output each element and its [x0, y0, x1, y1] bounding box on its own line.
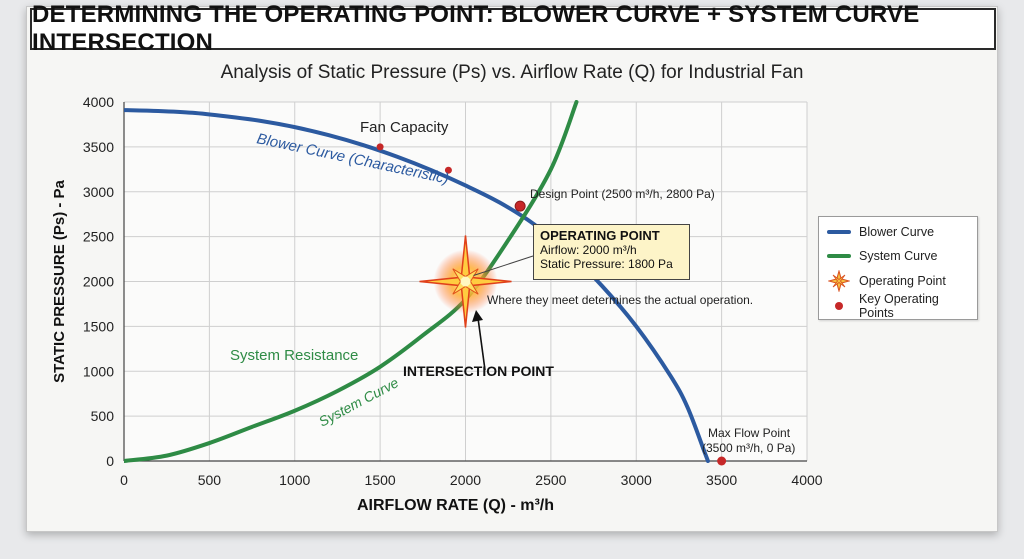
- chart-subtitle: Analysis of Static Pressure (Ps) vs. Air…: [220, 62, 804, 83]
- intersection-arrowhead: [472, 310, 483, 322]
- x-tick-label: 4000: [791, 472, 822, 488]
- system-curve-line: [124, 100, 579, 463]
- callout-pointer: [473, 255, 534, 276]
- fan-capacity-label: Fan Capacity: [360, 119, 449, 136]
- design-point-label: Design Point (2500 m³/h, 2800 Pa): [530, 187, 715, 201]
- dot-icon: [834, 302, 843, 310]
- x-tick-label: 2000: [450, 472, 481, 488]
- x-axis-label: AIRFLOW RATE (Q) - m³/h: [357, 497, 554, 514]
- y-axis-label: STATIC PRESSURE (Ps) - Pa: [51, 179, 68, 382]
- intersection-arrow-shaft: [477, 317, 486, 371]
- blower-line-icon: [827, 230, 851, 234]
- key-point: [444, 166, 452, 174]
- design-point-marker: [514, 200, 526, 212]
- legend: Blower Curve System Curve Operating Poin…: [818, 216, 978, 320]
- x-tick-label: 2500: [535, 472, 566, 488]
- max-flow-coords: (3500 m³/h, 0 Pa): [702, 441, 795, 455]
- where-meet-label: Where they meet determines the actual op…: [487, 293, 753, 307]
- y-tick-label: 3000: [83, 184, 114, 200]
- legend-item-key: Key Operating Points: [825, 292, 977, 320]
- blower-curve-line: [124, 108, 710, 463]
- legend-label: Blower Curve: [859, 225, 935, 239]
- key-point: [717, 456, 727, 466]
- system-resistance-label: System Resistance: [230, 347, 358, 364]
- y-tick-label: 1500: [83, 318, 114, 334]
- operating-point-callout: OPERATING POINT Airflow: 2000 m³/h Stati…: [533, 224, 690, 280]
- intersection-label: INTERSECTION POINT: [403, 363, 554, 379]
- y-tick-label: 1000: [83, 363, 114, 379]
- x-tick-label: 500: [198, 472, 222, 488]
- x-tick-label: 3500: [706, 472, 737, 488]
- key-point: [376, 143, 384, 151]
- legend-label: System Curve: [859, 249, 938, 263]
- max-flow-label: Max Flow Point: [708, 426, 791, 440]
- y-tick-label: 4000: [83, 94, 114, 110]
- y-tick-label: 500: [91, 408, 115, 424]
- x-tick-label: 3000: [621, 472, 652, 488]
- system-line-icon: [827, 254, 851, 258]
- y-tick-label: 2500: [83, 229, 114, 245]
- callout-title: OPERATING POINT: [540, 228, 660, 243]
- star-icon: [828, 270, 850, 292]
- x-tick-label: 0: [120, 472, 128, 488]
- y-tick-label: 3500: [83, 139, 114, 155]
- legend-label: Operating Point: [859, 274, 946, 288]
- callout-airflow: Airflow: 2000 m³/h: [540, 243, 637, 257]
- callout-pressure: Static Pressure: 1800 Pa: [540, 257, 673, 271]
- x-tick-label: 1500: [365, 472, 396, 488]
- y-tick-label: 0: [106, 453, 114, 469]
- y-tick-label: 2000: [83, 274, 114, 290]
- x-tick-label: 1000: [279, 472, 310, 488]
- legend-item-system: System Curve: [825, 247, 938, 265]
- legend-label: Key Operating Points: [858, 292, 939, 320]
- legend-item-blower: Blower Curve: [825, 223, 934, 241]
- legend-item-operating: Operating Point: [825, 270, 946, 292]
- operating-point-core: [460, 276, 471, 287]
